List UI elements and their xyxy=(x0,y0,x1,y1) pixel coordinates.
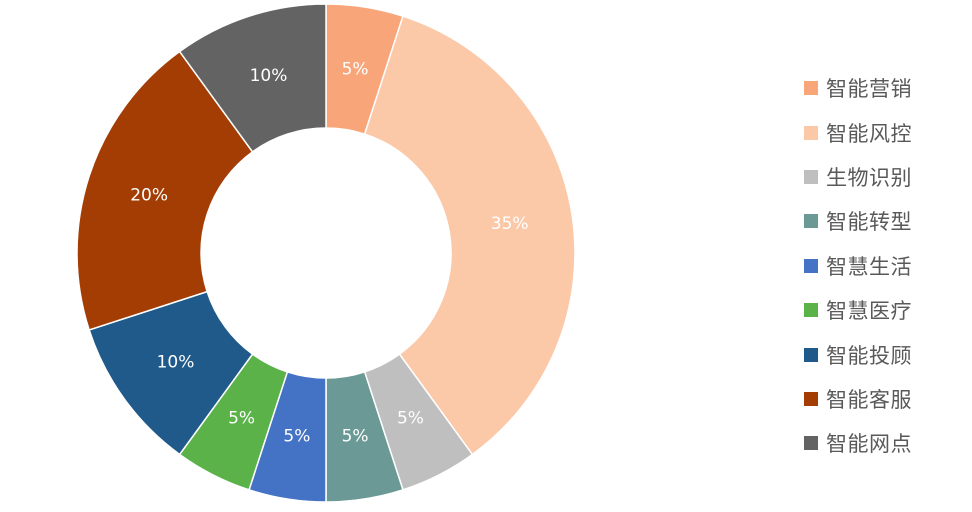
slice-8 xyxy=(76,50,254,331)
legend-label: 智能投顾 xyxy=(826,343,912,368)
legend-item-6: 智慧医疗 xyxy=(804,288,912,332)
slice-label-9: 10% xyxy=(250,66,288,86)
legend-label: 智能网点 xyxy=(826,432,912,457)
slice-label-1: 5% xyxy=(342,59,369,79)
slice-2 xyxy=(363,15,576,456)
slice-label-3: 5% xyxy=(397,409,424,429)
legend-swatch xyxy=(804,81,818,96)
slice-label-7: 10% xyxy=(157,352,195,372)
legend-swatch xyxy=(804,347,818,362)
slice-label-5: 5% xyxy=(283,427,310,447)
legend-item-4: 智能转型 xyxy=(804,199,912,243)
slice-label-6: 5% xyxy=(228,409,255,429)
legend-item-2: 智能风控 xyxy=(804,110,912,154)
legend-item-1: 智能营销 xyxy=(804,66,912,110)
legend-item-8: 智能客服 xyxy=(804,377,912,421)
legend-swatch xyxy=(804,258,818,273)
legend-item-9: 智能网点 xyxy=(804,421,912,465)
slice-label-8: 20% xyxy=(130,186,168,206)
legend-item-5: 智慧生活 xyxy=(804,244,912,288)
legend-item-7: 智能投顾 xyxy=(804,332,912,376)
donut-slices xyxy=(76,3,576,503)
legend-label: 生物识别 xyxy=(826,165,912,190)
legend-label: 智能风控 xyxy=(826,121,912,146)
legend-label: 智能转型 xyxy=(826,210,912,235)
legend-label: 智慧生活 xyxy=(826,254,912,279)
legend-swatch xyxy=(804,391,818,406)
legend-item-3: 生物识别 xyxy=(804,155,912,199)
slice-label-2: 35% xyxy=(491,214,529,234)
legend-swatch xyxy=(804,125,818,140)
legend-swatch xyxy=(804,214,818,229)
legend-label: 智慧医疗 xyxy=(826,299,912,324)
legend-label: 智能营销 xyxy=(826,77,912,102)
chart-legend: 智能营销智能风控生物识别智能转型智慧生活智慧医疗智能投顾智能客服智能网点 xyxy=(804,66,912,466)
slice-label-4: 5% xyxy=(342,427,369,447)
slice-9 xyxy=(178,3,327,153)
legend-swatch xyxy=(804,303,818,318)
donut-data-labels: 5% 35% 5% 5% 5% 5% 10% 20% 10% xyxy=(130,59,528,446)
legend-swatch xyxy=(804,169,818,184)
legend-label: 智能客服 xyxy=(826,387,912,412)
legend-swatch xyxy=(804,436,818,451)
